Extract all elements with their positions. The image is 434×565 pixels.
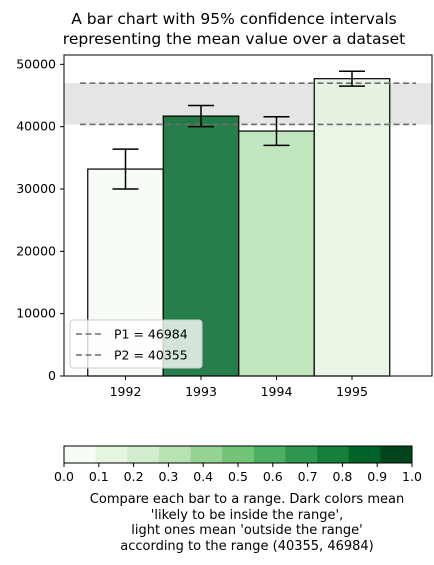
colorbar-tick-label: 0.5 bbox=[228, 469, 248, 484]
colorbar-tick-label: 0.9 bbox=[367, 469, 387, 484]
colorbar-tick-label: 0.6 bbox=[263, 469, 283, 484]
legend: P1 = 46984 P2 = 40355 bbox=[70, 320, 202, 368]
colorbar-tick-label: 0.1 bbox=[89, 469, 109, 484]
x-tick-label: 1994 bbox=[261, 384, 293, 399]
y-tick-label: 30000 bbox=[16, 181, 56, 196]
x-tick-label: 1995 bbox=[336, 384, 368, 399]
x-tick-label: 1993 bbox=[185, 384, 217, 399]
colorbar: 0.0 0.1 0.2 0.3 0.4 0.5 0.6 0.7 0.8 0.9 1.0 bbox=[54, 446, 422, 484]
y-tick-label: 0 bbox=[48, 368, 56, 383]
bar-1994 bbox=[239, 131, 315, 376]
caption-line-4: according to the range (40355, 46984) bbox=[40, 539, 434, 555]
colorbar-segment bbox=[349, 446, 381, 463]
y-tick-label: 40000 bbox=[16, 119, 56, 134]
caption-line-1: Compare each bar to a range. Dark colors… bbox=[40, 492, 434, 508]
colorbar-tick-label: 0.7 bbox=[298, 469, 318, 484]
y-tick-label: 10000 bbox=[16, 306, 56, 321]
colorbar-segment bbox=[380, 446, 412, 463]
y-tick-label: 20000 bbox=[16, 243, 56, 258]
legend-label: P1 = 46984 bbox=[114, 327, 188, 342]
colorbar-segment bbox=[254, 446, 286, 463]
colorbar-segment bbox=[64, 446, 96, 463]
colorbar-segment bbox=[191, 446, 223, 463]
caption-line-2: 'likely to be inside the range', bbox=[40, 508, 434, 524]
legend-label: P2 = 40355 bbox=[114, 348, 188, 363]
colorbar-segment bbox=[317, 446, 349, 463]
colorbar-tick-label: 0.2 bbox=[124, 469, 144, 484]
y-tick-label: 50000 bbox=[16, 56, 56, 71]
colorbar-tick-label: 0.3 bbox=[158, 469, 178, 484]
colorbar-segment bbox=[222, 446, 254, 463]
caption-line-3: light ones mean 'outside the range' bbox=[40, 523, 434, 539]
colorbar-tick-label: 0.0 bbox=[54, 469, 74, 484]
colorbar-tick-label: 0.8 bbox=[332, 469, 352, 484]
colorbar-tick-label: 0.4 bbox=[193, 469, 213, 484]
x-tick-label: 1992 bbox=[110, 384, 142, 399]
bar-1995 bbox=[314, 79, 390, 376]
colorbar-segment bbox=[285, 446, 317, 463]
colorbar-tick-label: 1.0 bbox=[402, 469, 422, 484]
colorbar-segment bbox=[159, 446, 191, 463]
colorbar-segment bbox=[127, 446, 159, 463]
colorbar-segment bbox=[96, 446, 128, 463]
